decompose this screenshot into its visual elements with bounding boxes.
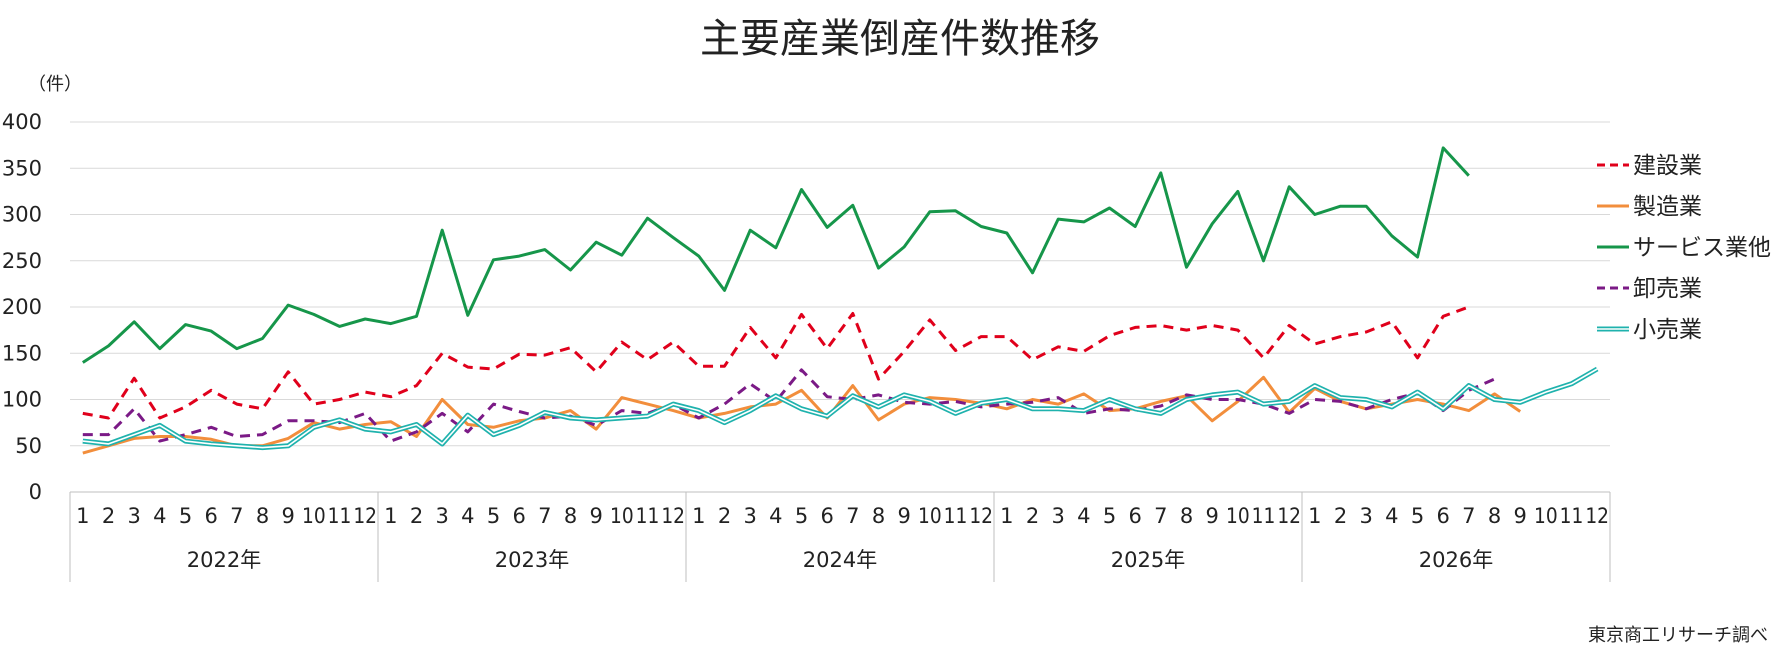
x-tick-label: 5: [795, 504, 808, 528]
legend-label: 建設業: [1633, 153, 1702, 179]
x-tick-label: 3: [1051, 504, 1064, 528]
legend-label: 卸売業: [1633, 276, 1702, 302]
year-label: 2025年: [1111, 548, 1185, 572]
x-tick-label: 8: [1488, 504, 1501, 528]
x-tick-label: 7: [230, 504, 243, 528]
legend-label: 製造業: [1633, 194, 1702, 220]
x-tick-label: 10: [610, 504, 634, 528]
x-tick-label: 9: [897, 504, 910, 528]
x-tick-label: 7: [538, 504, 551, 528]
x-tick-label: 5: [1103, 504, 1116, 528]
y-tick-label: 100: [2, 388, 42, 412]
x-tick-label: 1: [384, 504, 397, 528]
x-tick-label: 10: [1534, 504, 1558, 528]
y-tick-label: 350: [2, 156, 42, 180]
x-tick-label: 6: [512, 504, 525, 528]
x-tick-label: 4: [461, 504, 474, 528]
x-tick-label: 6: [1436, 504, 1449, 528]
series-line-0: [82, 305, 1470, 420]
x-tick-label: 5: [487, 504, 500, 528]
y-axis: 0 50 100 150 200 250 300 350 400: [2, 110, 42, 504]
x-tick-label: 11: [1560, 504, 1584, 528]
x-tick-label: 9: [281, 504, 294, 528]
x-tick-label: 6: [820, 504, 833, 528]
x-tick-label: 3: [127, 504, 140, 528]
x-axis: 1 2 3 4 5 6 7 8 9 10 11 12 1 2 3 4 5 6 7 8 9 10 11 12 1 2 3 4 5 6 7 8 9 1…: [69, 491, 1611, 582]
x-tick-label: 6: [1128, 504, 1141, 528]
x-tick-label: 11: [944, 504, 968, 528]
x-tick-label: 7: [1154, 504, 1167, 528]
y-unit-label: （件）: [28, 74, 82, 95]
x-tick-label: 4: [1077, 504, 1090, 528]
x-tick-label: 4: [1385, 504, 1398, 528]
year-label: 2026年: [1419, 548, 1493, 572]
x-tick-label: 8: [256, 504, 269, 528]
x-tick-label: 5: [1411, 504, 1424, 528]
x-tick-label: 2: [1026, 504, 1039, 528]
x-tick-label: 1: [1000, 504, 1013, 528]
y-tick-label: 400: [2, 110, 42, 134]
x-tick-label: 9: [1513, 504, 1526, 528]
year-label: 2024年: [803, 548, 877, 572]
y-tick-label: 50: [15, 434, 42, 458]
x-tick-label: 10: [302, 504, 326, 528]
x-tick-label: 6: [204, 504, 217, 528]
x-tick-label: 11: [636, 504, 660, 528]
x-tick-label: 9: [1205, 504, 1218, 528]
x-tick-label: 8: [872, 504, 885, 528]
x-tick-label: 7: [846, 504, 859, 528]
series-line-2: [81, 146, 1470, 364]
x-tick-label: 3: [743, 504, 756, 528]
source-note: 東京商工リサーチ調べ: [1588, 625, 1768, 646]
x-tick-label: 3: [1359, 504, 1372, 528]
x-tick-label: 10: [918, 504, 942, 528]
x-tick-label: 2: [718, 504, 731, 528]
x-tick-label: 2: [410, 504, 423, 528]
legend-label: 小売業: [1633, 317, 1702, 343]
x-tick-label: 2: [102, 504, 115, 528]
x-tick-label: 5: [179, 504, 192, 528]
x-tick-label: 3: [435, 504, 448, 528]
x-tick-label: 12: [1585, 504, 1609, 528]
x-tick-label: 2: [1334, 504, 1347, 528]
x-tick-label: 12: [1277, 504, 1301, 528]
y-tick-label: 200: [2, 295, 42, 319]
x-tick-label: 12: [969, 504, 993, 528]
y-tick-label: 0: [29, 480, 42, 504]
x-tick-label: 1: [76, 504, 89, 528]
chart-title: 主要産業倒産件数推移: [700, 16, 1100, 62]
series-line-1: [82, 375, 1522, 455]
y-tick-label: 150: [2, 341, 42, 365]
x-tick-label: 1: [692, 504, 705, 528]
legend-label: サービス業他: [1633, 235, 1771, 261]
x-tick-label: 12: [661, 504, 685, 528]
y-tick-label: 300: [2, 203, 42, 227]
x-tick-label: 8: [564, 504, 577, 528]
year-label: 2023年: [495, 548, 569, 572]
x-tick-label: 8: [1180, 504, 1193, 528]
x-tick-label: 4: [153, 504, 166, 528]
x-tick-label: 7: [1462, 504, 1475, 528]
year-label: 2022年: [187, 548, 261, 572]
x-tick-label: 1: [1308, 504, 1321, 528]
x-tick-label: 12: [353, 504, 377, 528]
x-tick-label: 11: [328, 504, 352, 528]
series-line-4-inner: [82, 368, 1598, 449]
x-tick-label: 11: [1252, 504, 1276, 528]
x-tick-label: 10: [1226, 504, 1250, 528]
y-tick-label: 250: [2, 249, 42, 273]
x-tick-label: 4: [769, 504, 782, 528]
series-group: [81, 146, 1599, 455]
x-tick-label: 9: [589, 504, 602, 528]
